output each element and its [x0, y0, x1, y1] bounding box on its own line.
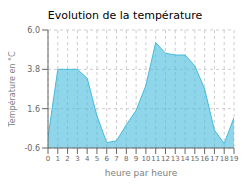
svg-text:7: 7: [114, 155, 118, 163]
svg-text:19: 19: [230, 155, 239, 163]
svg-text:15: 15: [190, 155, 199, 163]
svg-text:18: 18: [220, 155, 229, 163]
svg-text:heure par heure: heure par heure: [105, 168, 178, 178]
svg-text:Température en °C: Température en °C: [8, 51, 17, 128]
svg-text:9: 9: [134, 155, 138, 163]
svg-text:6.0: 6.0: [27, 26, 40, 35]
svg-text:5: 5: [95, 155, 99, 163]
svg-text:-0.6: -0.6: [24, 144, 40, 153]
svg-text:3: 3: [75, 155, 79, 163]
svg-text:16: 16: [200, 155, 209, 163]
svg-text:12: 12: [161, 155, 170, 163]
svg-text:8: 8: [124, 155, 128, 163]
svg-text:13: 13: [171, 155, 180, 163]
svg-text:6: 6: [105, 155, 110, 163]
svg-text:1: 1: [56, 155, 60, 163]
svg-text:3.8: 3.8: [27, 65, 40, 74]
html-text:Evolution de la température: Evolution de la température: [47, 9, 203, 22]
svg-text:2: 2: [65, 155, 69, 163]
svg-text:1.6: 1.6: [27, 105, 40, 114]
svg-text:4: 4: [85, 155, 90, 163]
svg-text:11: 11: [151, 155, 160, 163]
svg-text:17: 17: [210, 155, 219, 163]
svg-text:14: 14: [181, 155, 190, 163]
svg-text:10: 10: [141, 155, 150, 163]
svg-text:0: 0: [46, 155, 50, 163]
